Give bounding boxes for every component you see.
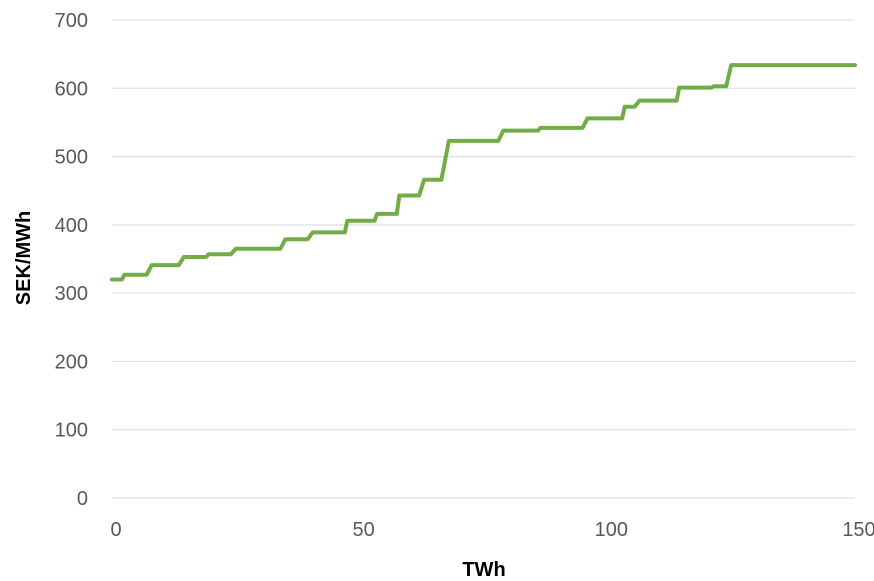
x-tick-label: 150 bbox=[842, 519, 874, 541]
series-line-0 bbox=[110, 63, 857, 282]
x-axis-tick-labels: 0 50 100 150 bbox=[110, 519, 874, 541]
y-tick-label: 200 bbox=[55, 351, 88, 373]
x-tick-label: 100 bbox=[595, 519, 628, 541]
y-tick-label: 100 bbox=[55, 420, 88, 442]
x-tick-label: 0 bbox=[110, 519, 121, 541]
y-tick-label: 600 bbox=[55, 78, 88, 100]
gridlines bbox=[112, 19, 855, 499]
x-axis-title: TWh bbox=[462, 559, 505, 581]
y-axis-title: SEK/MWh bbox=[13, 211, 35, 305]
y-tick-label: 400 bbox=[55, 215, 88, 237]
y-tick-label: 700 bbox=[55, 10, 88, 32]
x-tick-label: 50 bbox=[353, 519, 375, 541]
y-tick-label: 500 bbox=[55, 147, 88, 169]
series-layer bbox=[110, 63, 857, 282]
y-tick-label: 0 bbox=[77, 488, 88, 510]
y-axis-tick-labels: 0 100 200 300 400 500 600 700 bbox=[55, 10, 88, 510]
y-tick-label: 300 bbox=[55, 283, 88, 305]
